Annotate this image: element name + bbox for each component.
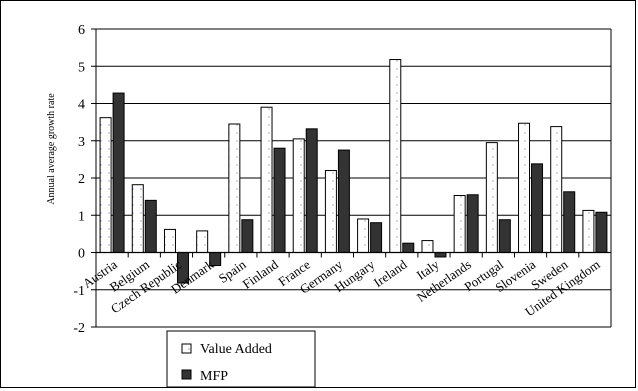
bar-value-added-hungary <box>357 218 370 254</box>
bar-value-added-slovenia <box>518 122 531 254</box>
bar-value-added-austria <box>99 117 112 253</box>
bar-mfp-italy <box>434 252 447 258</box>
bar-mfp-portugal <box>498 219 511 253</box>
y-tick-label: 1 <box>78 209 85 224</box>
legend-label-value-added: Value Added <box>200 342 272 357</box>
legend: Value Added MFP <box>166 330 316 388</box>
bar-value-added-czech-republic <box>163 228 176 253</box>
bar-value-added-ireland <box>389 59 402 253</box>
bar-mfp-spain <box>241 219 254 253</box>
bar-value-added-italy <box>421 240 434 254</box>
bar-value-added-belgium <box>131 184 144 253</box>
y-axis-label: Annual average growth rate <box>46 93 57 205</box>
y-tick-label: 3 <box>78 135 85 150</box>
bar-mfp-france <box>305 128 318 253</box>
axes <box>95 29 612 327</box>
bar-mfp-netherlands <box>466 194 479 253</box>
y-tick-label: -1 <box>73 284 85 299</box>
bar-mfp-united-kingdom <box>595 211 608 254</box>
y-tick-label: -2 <box>73 321 85 336</box>
bar-mfp-belgium <box>144 199 157 254</box>
bar-value-added-finland <box>260 106 273 253</box>
bar-value-added-denmark <box>196 230 209 254</box>
bar-value-added-portugal <box>485 142 498 253</box>
legend-swatch-value-added <box>181 343 192 354</box>
bar-mfp-slovenia <box>531 163 544 253</box>
y-tick-label: 4 <box>78 98 85 113</box>
y-tick-label: 5 <box>78 60 85 75</box>
bar-value-added-united-kingdom <box>582 209 595 253</box>
bar-value-added-netherlands <box>453 195 466 254</box>
bar-value-added-germany <box>324 170 337 253</box>
bar-mfp-sweden <box>563 191 576 253</box>
y-tick-label: 2 <box>78 172 85 187</box>
bar-value-added-france <box>292 138 305 253</box>
legend-label-mfp: MFP <box>200 369 228 384</box>
category-label-finland: Finland <box>240 256 282 291</box>
bar-mfp-hungary <box>370 222 383 253</box>
bar-mfp-germany <box>337 149 350 253</box>
bar-mfp-austria <box>112 92 125 253</box>
bar-value-added-sweden <box>550 126 563 253</box>
category-label-ireland: Ireland <box>371 256 410 290</box>
bar-value-added-spain <box>228 123 241 253</box>
y-tick-label: 0 <box>78 247 85 262</box>
legend-box <box>166 330 316 388</box>
bar-mfp-finland <box>273 147 286 253</box>
y-tick-labels: -2 -1 0 1 2 3 4 5 6 <box>73 23 85 336</box>
bars <box>99 59 608 284</box>
bar-mfp-ireland <box>402 242 415 253</box>
y-tick-label: 6 <box>78 23 85 38</box>
legend-swatch-mfp <box>181 369 192 380</box>
